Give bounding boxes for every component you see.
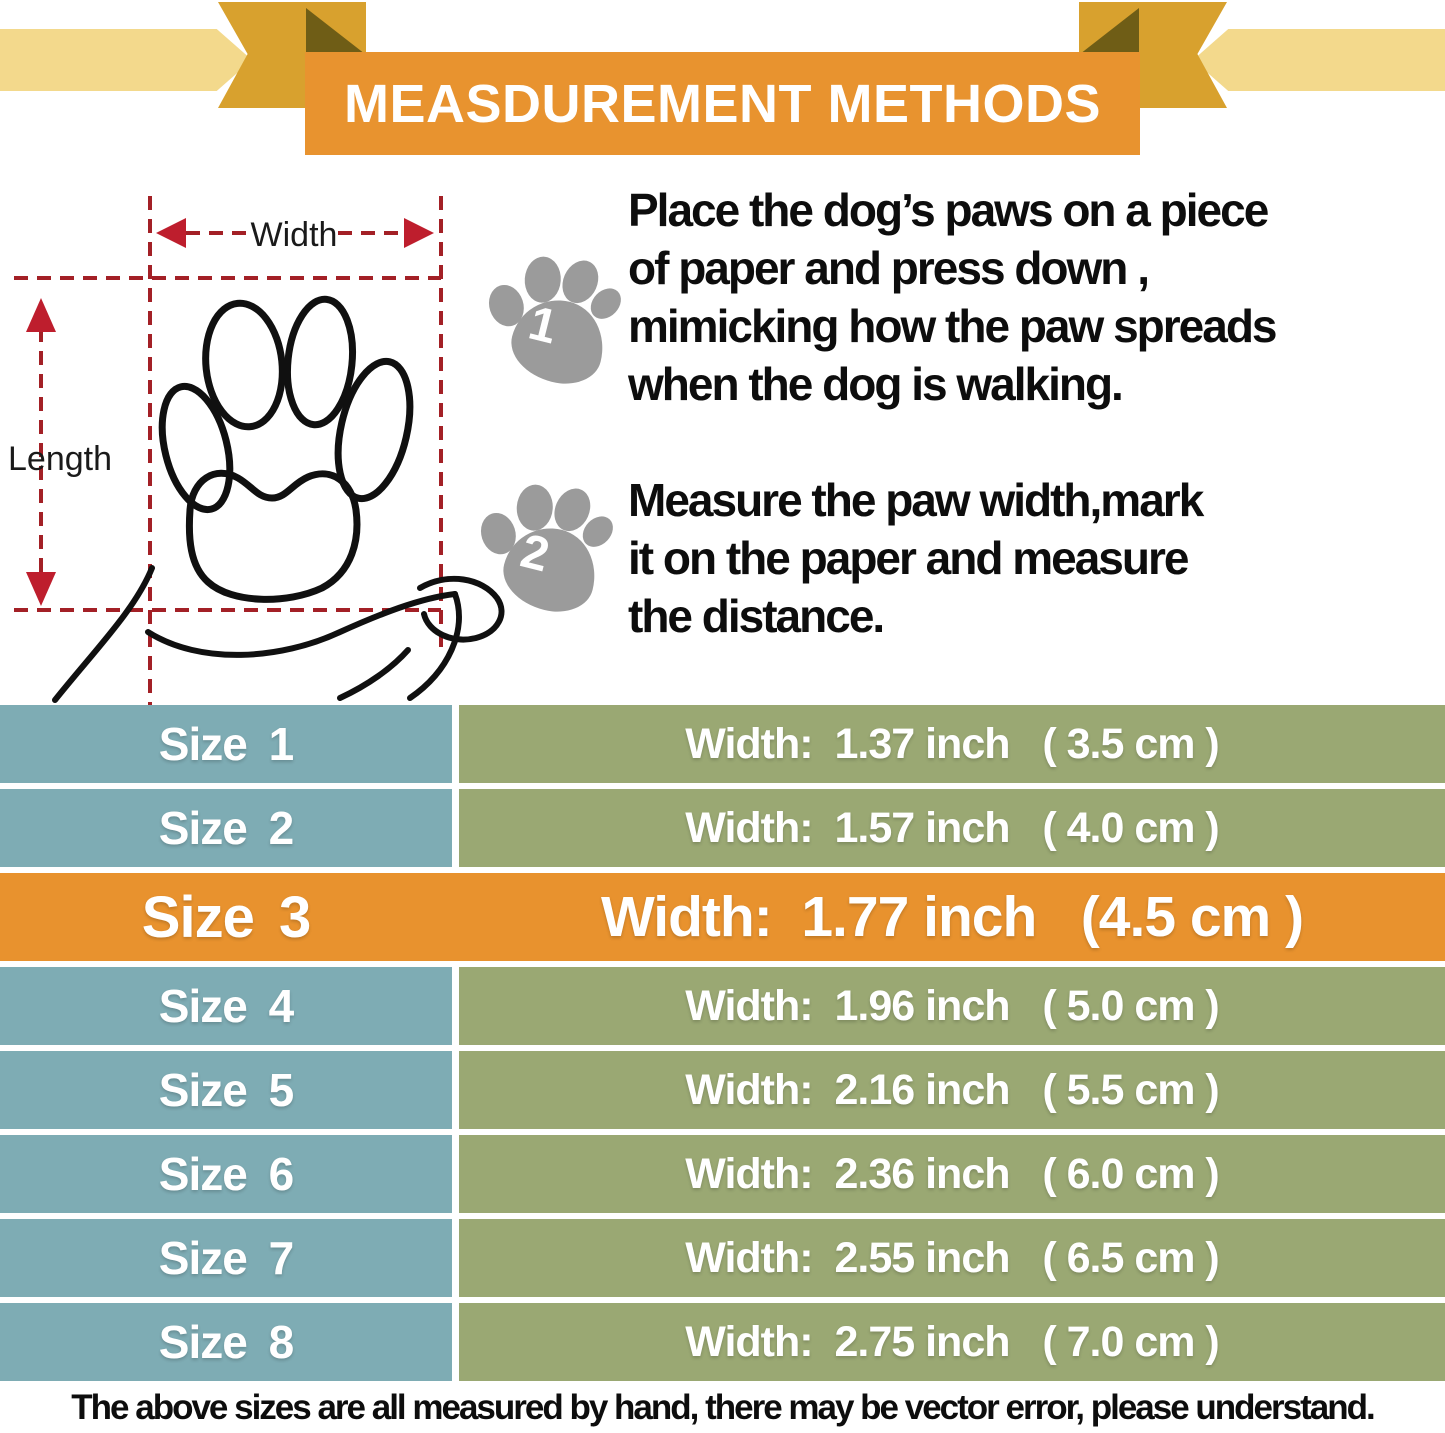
paw-measurement-diagram: Width Length xyxy=(0,180,560,710)
paw-diagram-svg: Width Length xyxy=(8,196,505,705)
size-label: Size 8 xyxy=(158,1316,294,1368)
size-table: Size 1 Width: 1.37 inch ( 3.5 cm ) Size 2 W… xyxy=(0,705,1445,1387)
size-cell: Size 4 xyxy=(0,967,452,1045)
size-cell: Size 7 xyxy=(0,1219,452,1297)
size-table-row: Size 6 Width: 2.36 inch ( 6.0 cm ) xyxy=(0,1135,1445,1213)
size-table-row: Size 2 Width: 1.57 inch ( 4.0 cm ) xyxy=(0,789,1445,867)
width-cell: Width: 1.57 inch ( 4.0 cm ) xyxy=(459,789,1445,867)
size-cell: Size 5 xyxy=(0,1051,452,1129)
width-value: Width: 2.16 inch ( 5.5 cm ) xyxy=(685,1065,1219,1114)
step1-instructions: Place the dog’s paws on a piece of paper… xyxy=(628,184,1278,410)
width-value: Width: 1.77 inch (4.5 cm ) xyxy=(600,885,1304,949)
size-table-row: Size 8 Width: 2.75 inch ( 7.0 cm ) xyxy=(0,1303,1445,1381)
width-value: Width: 2.55 inch ( 6.5 cm ) xyxy=(685,1233,1219,1282)
width-value: Width: 1.37 inch ( 3.5 cm ) xyxy=(685,719,1219,768)
paw-outline xyxy=(52,295,505,703)
step2-instructions: Measure the paw width,mark it on the pap… xyxy=(628,474,1204,642)
width-cell: Width: 1.37 inch ( 3.5 cm ) xyxy=(459,705,1445,783)
width-label: Width xyxy=(251,216,338,254)
ribbon-tail-right xyxy=(1193,29,1445,91)
size-label: Size 1 xyxy=(158,718,294,770)
size-cell: Size 2 xyxy=(0,789,452,867)
size-table-row: Size 1 Width: 1.37 inch ( 3.5 cm ) xyxy=(0,705,1445,783)
width-value: Width: 1.96 inch ( 5.0 cm ) xyxy=(685,981,1219,1030)
size-cell: Size 8 xyxy=(0,1303,452,1381)
width-cell: Width: 2.75 inch ( 7.0 cm ) xyxy=(459,1303,1445,1381)
width-value: Width: 1.57 inch ( 4.0 cm ) xyxy=(685,803,1219,852)
width-cell: Width: 1.96 inch ( 5.0 cm ) xyxy=(459,967,1445,1045)
ribbon-tail-left xyxy=(0,29,252,91)
size-table-row: Size 4 Width: 1.96 inch ( 5.0 cm ) xyxy=(0,967,1445,1045)
width-value: Width: 2.36 inch ( 6.0 cm ) xyxy=(685,1149,1219,1198)
size-cell: Size 3 xyxy=(0,873,452,961)
length-label: Length xyxy=(8,440,112,478)
footer-note: The above sizes are all measured by hand… xyxy=(71,1388,1375,1427)
size-label: Size 2 xyxy=(158,802,294,854)
size-table-row: Size 5 Width: 2.16 inch ( 5.5 cm ) xyxy=(0,1051,1445,1129)
size-label: Size 6 xyxy=(158,1148,294,1200)
size-label: Size 5 xyxy=(158,1064,294,1116)
width-cell: Width: 2.36 inch ( 6.0 cm ) xyxy=(459,1135,1445,1213)
size-cell: Size 6 xyxy=(0,1135,452,1213)
arrowheads xyxy=(26,218,434,606)
title-banner: MEASDUREMENT METHODS xyxy=(305,52,1140,155)
width-cell: Width: 2.16 inch ( 5.5 cm ) xyxy=(459,1051,1445,1129)
size-table-row: Size 7 Width: 2.55 inch ( 6.5 cm ) xyxy=(0,1219,1445,1297)
size-label: Size 3 xyxy=(141,884,311,950)
page-title: MEASDUREMENT METHODS xyxy=(343,73,1101,134)
width-value: Width: 2.75 inch ( 7.0 cm ) xyxy=(685,1317,1219,1366)
size-cell: Size 1 xyxy=(0,705,452,783)
width-cell: Width: 1.77 inch (4.5 cm ) xyxy=(459,873,1445,961)
dashed-guides xyxy=(14,196,443,705)
size-label: Size 4 xyxy=(158,980,294,1032)
width-cell: Width: 2.55 inch ( 6.5 cm ) xyxy=(459,1219,1445,1297)
size-label: Size 7 xyxy=(158,1232,294,1284)
size-table-row-highlighted: Size 3 Width: 1.77 inch (4.5 cm ) xyxy=(0,873,1445,961)
